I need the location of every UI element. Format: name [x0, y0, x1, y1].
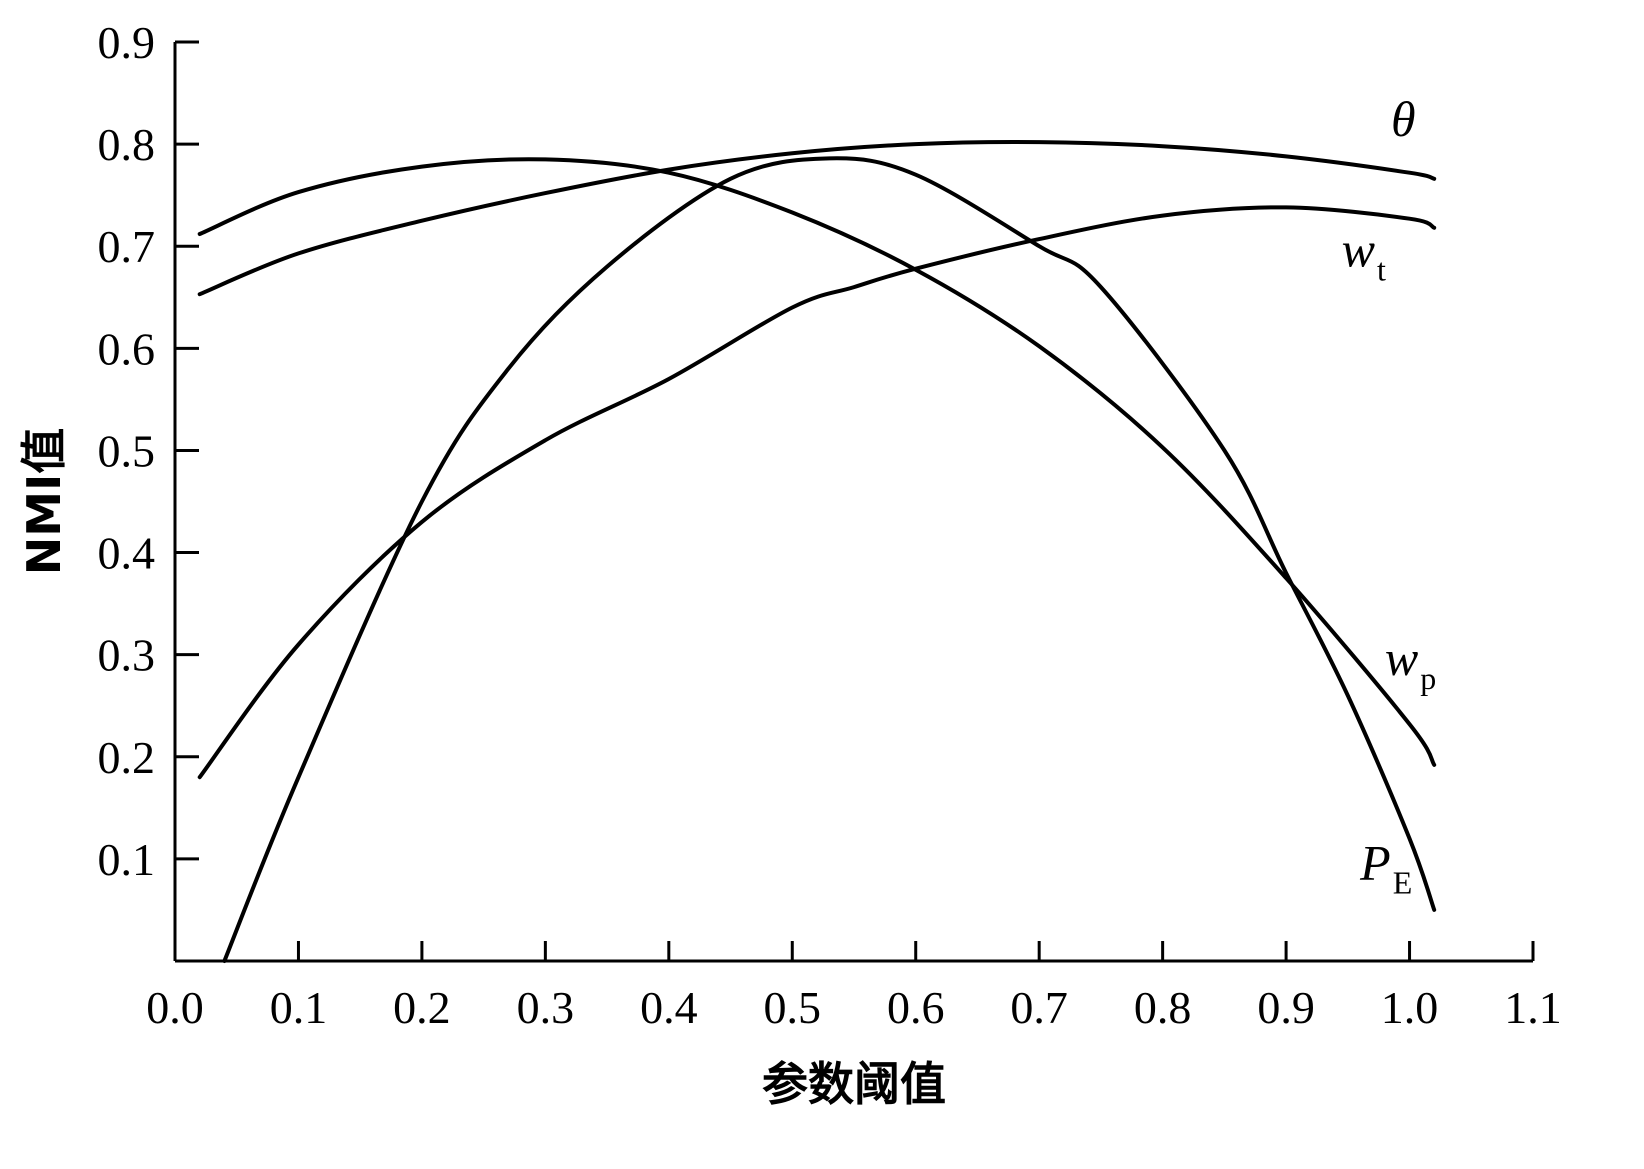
series-labels: θ wt wp PE [1342, 91, 1437, 900]
series-label-wp: wp [1385, 630, 1436, 696]
x-tick-label: 0.8 [1134, 982, 1192, 1033]
y-tick-label: 0.4 [98, 528, 156, 579]
x-tick-label: 1.0 [1381, 982, 1439, 1033]
series-label-PE: PE [1359, 834, 1412, 900]
series-line-PE [222, 156, 1437, 963]
y-axis-title: NMI值 [17, 428, 71, 575]
x-tick-label: 0.6 [887, 982, 945, 1033]
x-tick-label: 0.7 [1010, 982, 1068, 1033]
x-tick-label: 0.0 [146, 982, 204, 1033]
series-line-θ [197, 139, 1437, 297]
x-tick-label: 1.1 [1504, 982, 1562, 1033]
y-tick-label: 0.7 [98, 221, 156, 272]
x-tick-label: 0.2 [393, 982, 451, 1033]
x-axis-title: 参数阈值 [762, 1057, 946, 1111]
x-tick-label: 0.3 [517, 982, 575, 1033]
series-label-wt: wt [1342, 222, 1386, 288]
y-ticks: 0.1 0.2 0.3 0.4 0.5 0.6 0.7 0.8 0.9 [98, 17, 199, 885]
x-ticks: 0.0 0.1 0.2 0.3 0.4 0.5 0.6 0.7 0.8 0.9 1.0 1.1 [146, 941, 1562, 1033]
x-tick-label: 0.4 [640, 982, 698, 1033]
y-tick-label: 0.2 [98, 732, 156, 783]
x-tick-label: 0.5 [764, 982, 822, 1033]
series-line-wt [197, 205, 1437, 780]
y-tick-label: 0.9 [98, 17, 156, 68]
series-label-θ: θ [1391, 91, 1416, 147]
x-tick-label: 0.9 [1257, 982, 1315, 1033]
y-tick-label: 0.6 [98, 323, 156, 374]
series-lines [197, 139, 1437, 963]
series-line-wp [197, 157, 1437, 767]
axes [173, 42, 1533, 963]
y-tick-label: 0.5 [98, 425, 156, 476]
y-tick-label: 0.3 [98, 630, 156, 681]
y-tick-label: 0.1 [98, 834, 156, 885]
x-tick-label: 0.1 [270, 982, 328, 1033]
y-tick-label: 0.8 [98, 119, 156, 170]
